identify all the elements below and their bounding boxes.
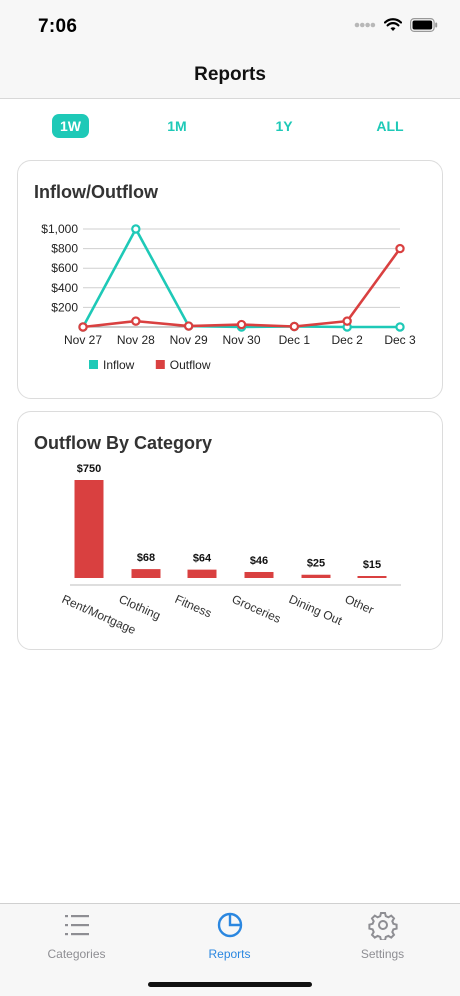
range-selector: 1W 1M 1Y ALL [0,112,460,140]
x-tick-label: Nov 29 [170,333,208,347]
y-tick-label: $1,000 [41,222,78,236]
category-label: Dining Out [287,592,345,628]
battery-icon [410,18,438,32]
data-point-outflow [342,316,352,326]
y-tick-label: $400 [51,281,78,295]
pie-chart-icon [217,912,242,938]
data-point-outflow [395,243,405,254]
tab-bar: Categories Reports Settings [0,903,460,996]
y-tick-label: $600 [51,261,78,275]
range-1y-button[interactable]: 1Y [275,118,293,134]
nav-header: Reports [0,54,460,99]
range-1m-button[interactable]: 1M [167,118,187,134]
category-label: Groceries [230,592,283,626]
status-icons [354,18,438,32]
x-tick-label: Nov 27 [64,333,102,347]
data-point-outflow [131,316,141,326]
page-title: Reports [194,64,266,85]
range-all-button[interactable]: ALL [376,118,404,134]
bar-value-label: $750 [77,463,101,475]
legend-label-outflow: Outflow [170,358,211,372]
bar-fitness [187,569,217,578]
bar-value-label: $64 [193,553,212,565]
legend-swatch-inflow [89,360,98,369]
bar-rent-mortgage [74,480,104,578]
inflow-outflow-card: Inflow/Outflow $200 $400 $600 $800 $1,000 Nov… [17,160,443,399]
x-tick-label: Nov 28 [117,333,155,347]
status-time: 7:06 [38,16,78,37]
category-label: Other [343,592,376,617]
outflow-category-title: Outflow By Category [34,433,213,453]
bar-other [357,576,387,578]
data-point-outflow [236,319,247,330]
bar-groceries [244,571,274,578]
tab-settings-label: Settings [360,947,405,961]
inflow-outflow-title: Inflow/Outflow [34,182,158,202]
bar-value-label: $68 [137,552,155,564]
tab-settings[interactable]: Settings [306,910,459,961]
data-point-inflow [395,322,405,332]
data-point-outflow [183,321,194,331]
tab-categories-label: Categories [47,947,106,961]
gear-icon [367,912,398,942]
bar-value-label: $15 [363,559,381,571]
y-tick-label: $800 [51,242,78,256]
tab-categories[interactable]: Categories [0,910,153,961]
bar-dining-out [301,574,331,578]
data-point-inflow [131,224,141,234]
home-indicator [148,982,312,987]
tab-reports[interactable]: Reports [153,910,306,961]
x-tick-label: Dec 2 [331,333,363,347]
x-tick-label: Dec 1 [279,333,311,347]
inflow-outflow-chart: $200 $400 $600 $800 $1,000 Nov 27 Nov 28 Nov 29… [41,222,416,372]
status-bar: 7:06 [0,0,460,54]
category-label: Fitness [173,592,214,621]
x-tick-label: Nov 30 [222,333,260,347]
outflow-category-card: Outflow By Category $750 Rent/Mortgage $68… [17,411,443,650]
x-tick-label: Dec 3 [384,333,416,347]
legend-label-inflow: Inflow [103,358,135,372]
bar-value-label: $25 [307,558,325,570]
data-point-outflow [78,322,88,332]
wifi-icon [384,18,402,31]
tab-reports-label: Reports [208,947,251,961]
range-1w-button[interactable]: 1W [52,114,89,138]
bar-value-label: $46 [250,555,268,567]
signal-icon [354,22,376,28]
list-icon [64,915,89,936]
y-tick-label: $200 [51,300,78,314]
data-point-outflow [289,321,300,332]
legend-swatch-outflow [155,360,165,369]
bar-clothing [131,569,161,578]
outflow-category-chart: $750Rent/Mortgage$68Clothing$64Fitness$4… [60,463,401,637]
